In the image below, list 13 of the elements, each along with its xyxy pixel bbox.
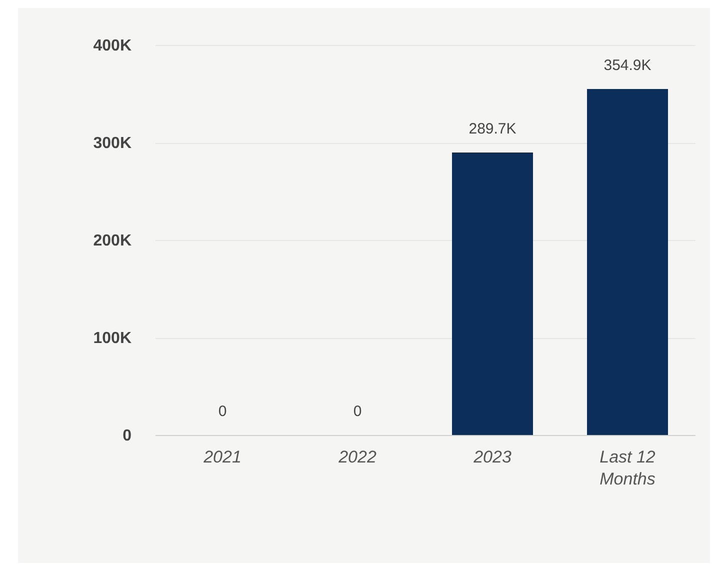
x-tick-label: 2022 [338, 448, 377, 466]
data-label: 0 [218, 403, 227, 420]
y-tick-label: 300K [93, 135, 132, 152]
data-label: 289.7K [468, 120, 516, 138]
data-label: 0 [353, 403, 362, 420]
x-tick-label: 2021 [202, 448, 242, 466]
x-tick-label: Last 12 Months [600, 448, 656, 488]
y-tick-label: 0 [122, 428, 132, 444]
y-tick-label: 200K [93, 232, 132, 250]
data-label: 354.9K [604, 56, 652, 74]
y-tick-label: 100K [93, 330, 132, 347]
x-tick-label: 2023 [472, 448, 512, 466]
y-tick-label: 400K [93, 38, 132, 54]
